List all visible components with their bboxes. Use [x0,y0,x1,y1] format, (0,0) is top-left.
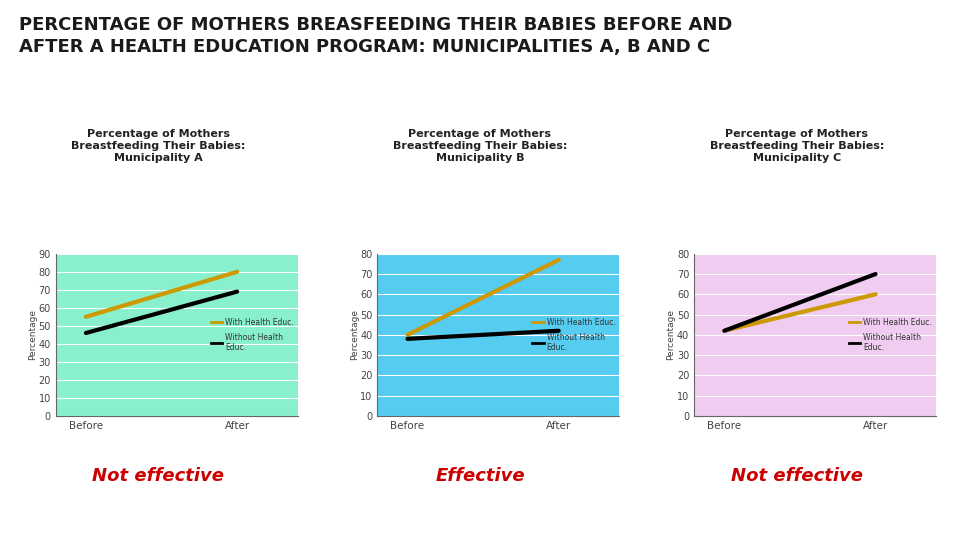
Legend: With Health Educ., Without Health
Educ.: With Health Educ., Without Health Educ. [210,318,294,352]
Text: Not effective: Not effective [731,467,863,485]
Y-axis label: Percentage: Percentage [349,309,359,360]
Y-axis label: Percentage: Percentage [28,309,37,360]
Text: PERCENTAGE OF MOTHERS BREASFEEDING THEIR BABIES BEFORE AND
AFTER A HEALTH EDUCAT: PERCENTAGE OF MOTHERS BREASFEEDING THEIR… [19,16,732,56]
Legend: With Health Educ., Without Health
Educ.: With Health Educ., Without Health Educ. [532,318,615,352]
Legend: With Health Educ., Without Health
Educ.: With Health Educ., Without Health Educ. [849,318,932,352]
Text: Effective: Effective [435,467,525,485]
Text: Percentage of Mothers
Breastfeeding Their Babies:
Municipality A: Percentage of Mothers Breastfeeding Thei… [71,129,246,163]
Text: Percentage of Mothers
Breastfeeding Their Babies:
Municipality C: Percentage of Mothers Breastfeeding Thei… [709,129,884,163]
Y-axis label: Percentage: Percentage [666,309,676,360]
Text: Percentage of Mothers
Breastfeeding Their Babies:
Municipality B: Percentage of Mothers Breastfeeding Thei… [393,129,567,163]
Text: Not effective: Not effective [92,467,225,485]
